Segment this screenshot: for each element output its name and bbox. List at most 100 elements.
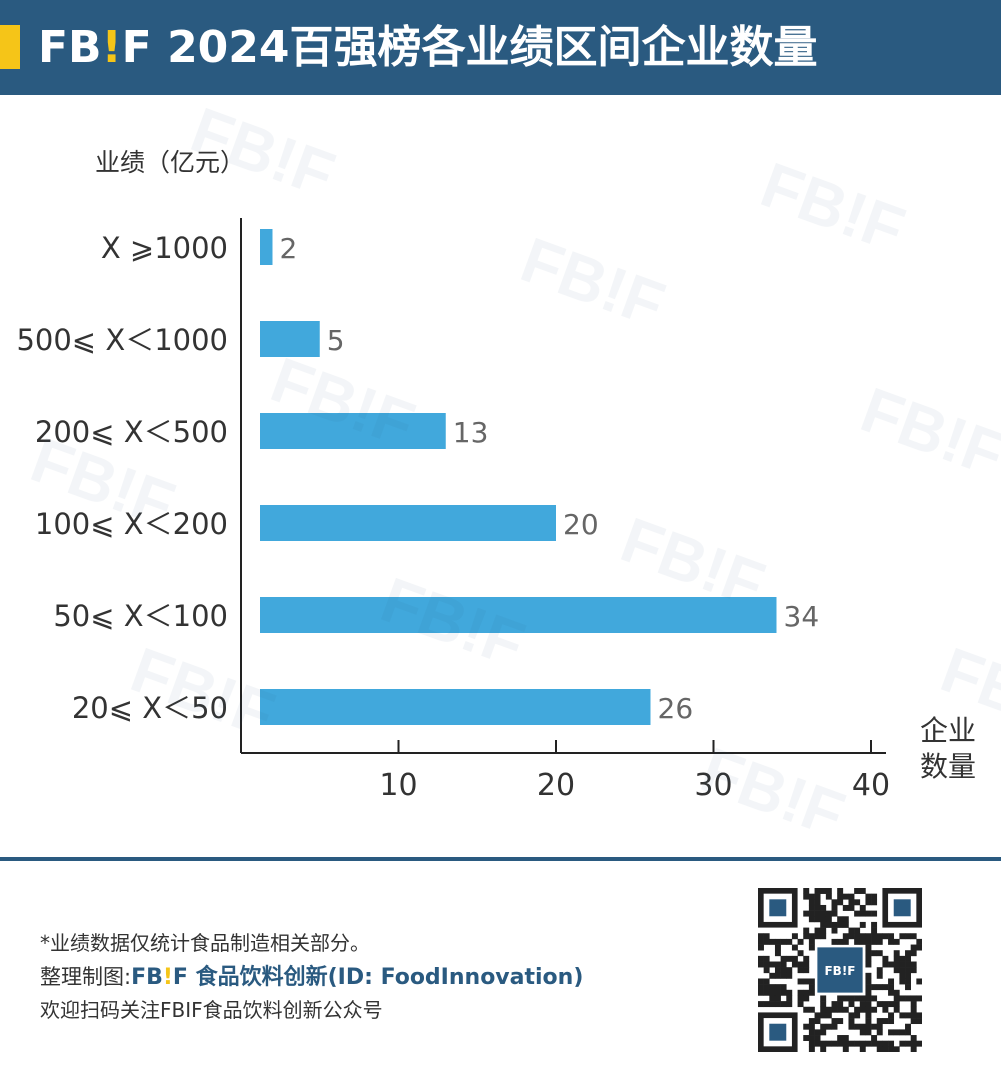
qr-module bbox=[848, 899, 855, 906]
footer: *业绩数据仅统计食品制造相关部分。 整理制图:FB!F 食品饮料创新(ID: F… bbox=[0, 861, 1001, 1084]
qr-module bbox=[899, 967, 906, 974]
qr-module bbox=[831, 1018, 838, 1025]
qr-module bbox=[865, 961, 872, 968]
qr-module bbox=[808, 1029, 815, 1036]
qr-module bbox=[871, 950, 878, 957]
qr-module bbox=[808, 904, 815, 911]
qr-module bbox=[769, 984, 776, 991]
qr-module bbox=[876, 1018, 883, 1025]
category-label: 100⩽ X＜200 bbox=[35, 507, 228, 541]
qr-module bbox=[808, 984, 815, 991]
qr-module bbox=[882, 984, 889, 991]
qr-module bbox=[865, 910, 872, 917]
qr-module bbox=[758, 961, 764, 968]
qr-module bbox=[865, 978, 872, 985]
qr-module bbox=[882, 933, 889, 940]
qr-module bbox=[820, 1012, 827, 1019]
qr-module bbox=[758, 984, 764, 991]
qr-module bbox=[859, 1023, 866, 1030]
qr-center-logo-text: FB!F bbox=[824, 964, 855, 978]
qr-module bbox=[882, 1046, 889, 1052]
qr-module bbox=[820, 1040, 827, 1047]
qr-module bbox=[803, 927, 810, 934]
qr-module bbox=[910, 1046, 917, 1052]
qr-module bbox=[758, 938, 764, 945]
qr-module bbox=[876, 950, 883, 957]
qr-module bbox=[814, 916, 821, 923]
qr-module bbox=[780, 938, 787, 945]
qr-module bbox=[854, 933, 861, 940]
qr-module bbox=[825, 921, 832, 928]
qr-module bbox=[808, 933, 815, 940]
qr-module bbox=[865, 893, 872, 900]
qr-module bbox=[910, 1001, 917, 1008]
qr-module bbox=[893, 967, 900, 974]
qr-module bbox=[808, 1006, 815, 1013]
qr-module bbox=[899, 972, 906, 979]
qr-module bbox=[758, 1001, 764, 1008]
qr-code[interactable]: FB!F bbox=[758, 888, 922, 1052]
qr-module bbox=[786, 995, 793, 1002]
qr-finder-eye bbox=[893, 899, 911, 917]
header-banner: FB!F 2024百强榜各业绩区间企业数量 bbox=[0, 0, 1001, 95]
qr-module bbox=[899, 933, 906, 940]
qr-module bbox=[893, 1029, 900, 1036]
qr-module bbox=[803, 888, 810, 894]
bar-value-label: 5 bbox=[327, 324, 345, 357]
qr-module bbox=[808, 910, 815, 917]
qr-module bbox=[905, 984, 911, 991]
qr-module bbox=[916, 1040, 922, 1047]
qr-module bbox=[825, 910, 832, 917]
qr-module bbox=[786, 955, 793, 962]
qr-module bbox=[842, 921, 849, 928]
qr-module bbox=[803, 1006, 810, 1013]
qr-module bbox=[893, 1001, 900, 1008]
qr-module bbox=[865, 1029, 872, 1036]
category-label: 500⩽ X＜1000 bbox=[16, 323, 228, 357]
qr-module bbox=[786, 967, 793, 974]
qr-module bbox=[865, 899, 872, 906]
qr-module bbox=[865, 995, 872, 1002]
qr-module bbox=[837, 938, 844, 945]
qr-module bbox=[803, 1035, 810, 1041]
qr-module bbox=[808, 944, 815, 951]
qr-center-logo bbox=[817, 947, 863, 993]
qr-module bbox=[774, 1001, 781, 1008]
qr-module bbox=[859, 1001, 866, 1008]
qr-module bbox=[814, 899, 821, 906]
qr-module bbox=[803, 989, 810, 996]
bar-value-label: 34 bbox=[784, 600, 820, 633]
chart-area: FB!F FB!F FB!F FB!F FB!F FB!F FB!F FB!F FB!F FB!F… bbox=[0, 93, 1001, 857]
qr-module bbox=[837, 916, 844, 923]
qr-module bbox=[769, 1001, 776, 1008]
qr-module bbox=[774, 938, 781, 945]
qr-module bbox=[865, 1023, 872, 1030]
qr-module bbox=[774, 967, 781, 974]
qr-module bbox=[854, 927, 861, 934]
qr-module bbox=[871, 1023, 878, 1030]
qr-module bbox=[848, 1023, 855, 1030]
qr-module bbox=[859, 888, 866, 894]
qr-module bbox=[831, 927, 838, 934]
qr-module bbox=[865, 1012, 872, 1019]
qr-module bbox=[814, 1012, 821, 1019]
qr-module bbox=[837, 1040, 844, 1047]
qr-module bbox=[837, 888, 844, 894]
qr-module bbox=[899, 961, 906, 968]
qr-module bbox=[888, 938, 895, 945]
qr-module bbox=[831, 1006, 838, 1013]
qr-module bbox=[837, 893, 844, 900]
qr-module bbox=[871, 984, 878, 991]
qr-module bbox=[825, 888, 832, 894]
credit-label: 整理制图: bbox=[40, 965, 132, 989]
qr-module bbox=[797, 989, 804, 996]
qr-module bbox=[774, 972, 781, 979]
qr-module bbox=[780, 967, 787, 974]
qr-module bbox=[888, 1029, 895, 1036]
qr-module bbox=[916, 944, 922, 951]
qr-module bbox=[842, 893, 849, 900]
qr-module bbox=[808, 978, 815, 985]
qr-module bbox=[899, 995, 906, 1002]
qr-module bbox=[820, 1023, 827, 1030]
qr-module bbox=[865, 1040, 872, 1047]
